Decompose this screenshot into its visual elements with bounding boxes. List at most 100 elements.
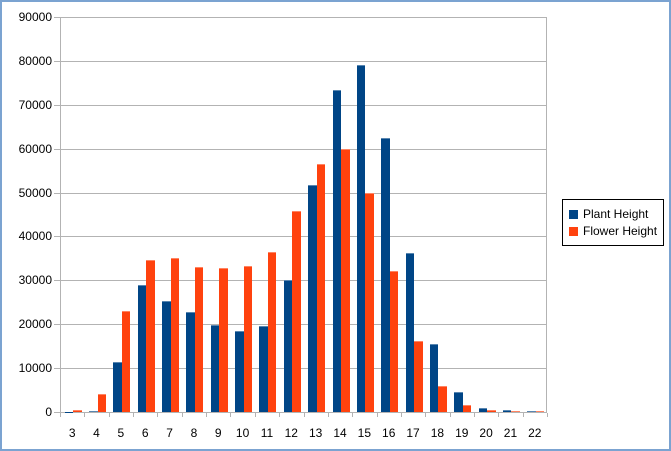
x-axis-tick: [473, 413, 475, 417]
bar-flower-height-11: [267, 251, 277, 412]
bar-plant-height-12: [283, 280, 293, 412]
x-axis-tick-label: 21: [503, 426, 518, 440]
bar-plant-height-7: [162, 300, 171, 412]
y-axis-tick-label: 20000: [18, 317, 52, 332]
y-axis-tick: [54, 412, 60, 413]
bar-plant-height-13: [308, 184, 317, 412]
bar-flower-height-15: [365, 193, 374, 412]
x-axis-tick-label: 19: [455, 426, 469, 440]
x-axis-tick: [327, 413, 329, 417]
bar-plant-height-21: [502, 410, 512, 412]
bar-plant-height-15: [356, 64, 366, 412]
x-axis-tick: [84, 413, 86, 417]
gridline: [61, 192, 546, 194]
y-axis-tick: [54, 104, 60, 106]
x-axis-tick: [303, 413, 305, 417]
bar-flower-height-4: [97, 394, 107, 412]
y-axis-tick-label: 70000: [18, 97, 52, 112]
bar-flower-height-9: [219, 268, 228, 412]
x-axis-tick-label: 17: [406, 426, 420, 440]
x-axis-tick: [352, 413, 354, 417]
x-axis-tick: [547, 413, 548, 417]
x-axis-tick: [181, 413, 183, 417]
bar-plant-height-19: [454, 392, 463, 412]
legend: Plant Height Flower Height: [562, 199, 664, 246]
y-axis-tick-label: 60000: [18, 141, 52, 156]
x-axis-tick: [449, 413, 451, 417]
bar-flower-height-12: [292, 211, 301, 412]
bar-flower-height-5: [121, 310, 131, 412]
legend-label-flower-height: Flower Height: [583, 224, 658, 238]
x-axis-tick-label: 20: [479, 426, 493, 440]
bar-plant-height-4: [89, 411, 98, 412]
bar-flower-height-8: [194, 267, 204, 412]
x-axis-tick-label: 15: [357, 426, 372, 440]
y-axis-tick: [54, 368, 60, 370]
y-axis-tick-label: 40000: [18, 229, 52, 244]
x-axis-tick-label: 18: [430, 426, 445, 440]
x-axis-tick: [425, 413, 427, 417]
bar-plant-height-16: [381, 138, 390, 412]
y-axis-tick: [54, 60, 60, 62]
bar-flower-height-22: [535, 411, 545, 412]
y-axis-tick-label: 10000: [18, 361, 52, 376]
x-axis-tick: [157, 413, 159, 417]
x-axis-tick-label: 8: [190, 426, 198, 440]
bar-plant-height-18: [429, 343, 439, 412]
bar-flower-height-20: [487, 410, 496, 412]
gridline: [61, 324, 546, 326]
x-axis-tick-label: 3: [68, 426, 76, 440]
bar-plant-height-14: [332, 89, 342, 412]
x-axis-tick-label: 16: [382, 426, 396, 440]
y-axis-tick: [54, 236, 60, 238]
bar-flower-height-18: [438, 385, 447, 412]
y-axis-tick-label: 80000: [18, 53, 52, 68]
x-axis-tick: [133, 413, 135, 417]
x-axis-tick-label: 6: [141, 426, 149, 440]
x-axis-tick-label: 22: [528, 426, 542, 440]
legend-swatch-plant-height: [569, 209, 578, 219]
bar-plant-height-11: [259, 326, 268, 412]
x-axis-tick-label: 13: [308, 426, 323, 440]
x-axis-tick: [376, 413, 378, 417]
legend-item-flower-height: Flower Height: [569, 224, 663, 238]
x-axis-tick: [60, 413, 61, 417]
gridline: [61, 280, 546, 282]
x-axis-tick-label: 5: [117, 426, 125, 440]
bar-flower-height-7: [170, 258, 180, 412]
x-axis-tick-label: 10: [235, 426, 250, 440]
bar-plant-height-17: [405, 252, 415, 412]
bar-flower-height-16: [389, 271, 399, 412]
bar-plant-height-9: [210, 325, 220, 412]
x-axis-tick-label: 7: [166, 426, 173, 440]
x-axis-tick: [498, 413, 500, 417]
gridline: [61, 104, 546, 106]
x-axis-tick-label: 12: [284, 426, 298, 440]
x-axis-tick-label: 14: [333, 426, 347, 440]
gridline: [61, 60, 546, 62]
bar-plant-height-20: [478, 407, 488, 412]
y-axis-tick-label: 30000: [18, 273, 52, 288]
gridline: [61, 17, 546, 18]
y-axis-tick-label: 90000: [18, 10, 52, 24]
legend-swatch-flower-height: [569, 226, 578, 236]
x-axis-tick: [108, 413, 110, 417]
x-axis-tick: [254, 413, 256, 417]
y-axis-tick-label: 0: [45, 405, 52, 419]
plot-area: [60, 17, 547, 413]
x-axis-tick: [279, 413, 281, 417]
bar-flower-height-6: [146, 259, 155, 412]
x-axis-tick-label: 11: [260, 426, 274, 440]
bar-plant-height-6: [137, 285, 147, 412]
legend-item-plant-height: Plant Height: [569, 207, 663, 221]
x-axis-tick-label: 9: [214, 426, 222, 440]
bar-plant-height-10: [235, 331, 244, 412]
y-axis-tick: [54, 148, 60, 150]
bar-plant-height-8: [186, 311, 195, 412]
x-axis-tick: [206, 413, 208, 417]
gridline: [61, 148, 546, 150]
y-axis-tick: [54, 280, 60, 282]
bar-flower-height-19: [462, 404, 472, 412]
bar-flower-height-3: [73, 410, 82, 412]
x-axis-tick: [400, 413, 402, 417]
